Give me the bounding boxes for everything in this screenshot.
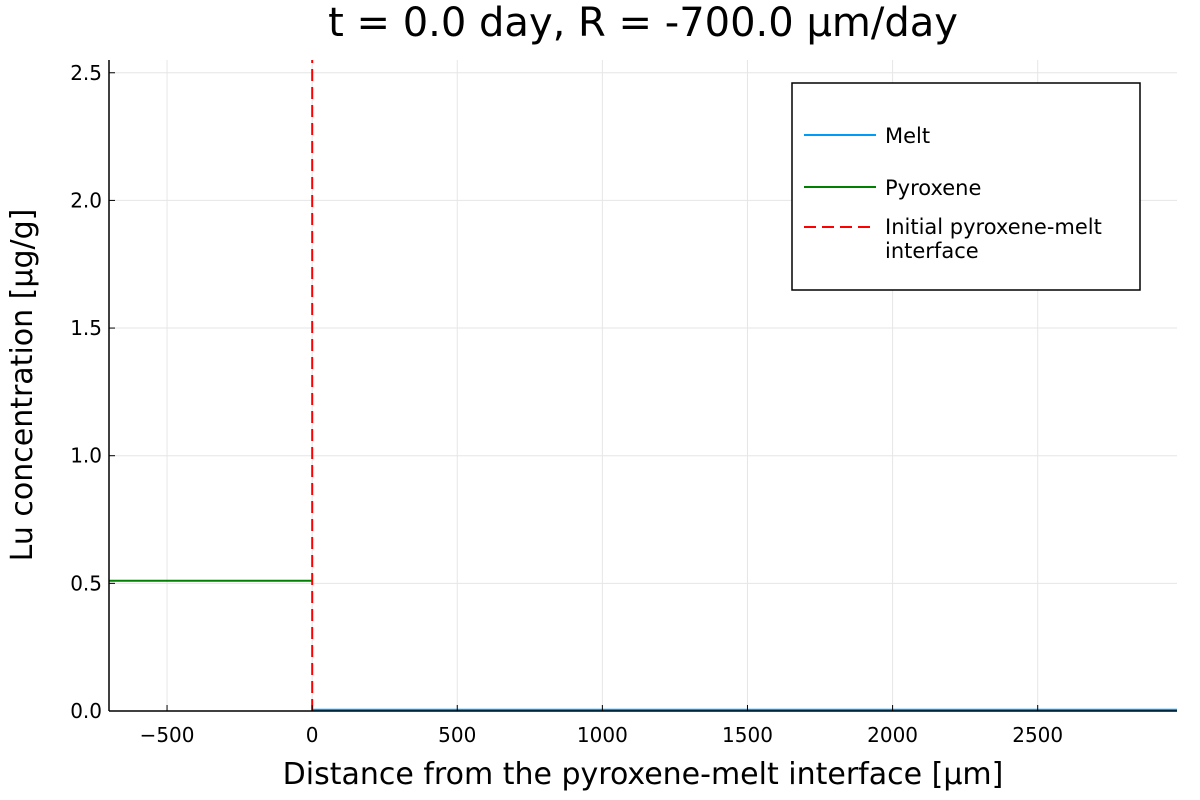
x-axis-label: Distance from the pyroxene-melt interfac… (283, 757, 1004, 792)
legend-label-initial-pyroxene-melt-interface: Initial pyroxene-melt interface (885, 215, 1102, 263)
x-tick-label-2: 500 (438, 723, 476, 747)
series-group (109, 60, 1177, 711)
x-tick-label-4: 1500 (722, 723, 773, 747)
y-tick-label-2: 1.0 (70, 444, 102, 468)
legend-label-pyroxene: Pyroxene (885, 176, 981, 200)
axes (108, 60, 1177, 712)
y-tick-label-4: 2.0 (70, 188, 102, 212)
x-tick-label-6: 2500 (1012, 723, 1063, 747)
legend-label-melt: Melt (885, 124, 930, 148)
x-tick-label-0: −500 (140, 723, 195, 747)
x-tick-label-5: 2000 (867, 723, 918, 747)
y-tick-label-3: 1.5 (70, 316, 102, 340)
y-tick-label-0: 0.0 (70, 699, 102, 723)
y-tick-label-5: 2.5 (70, 61, 102, 85)
x-tick-label-3: 1000 (577, 723, 628, 747)
legend: Melt Pyroxene Initial pyroxene-melt interfa… (791, 82, 1141, 291)
x-tick-label-1: 0 (306, 723, 319, 747)
ticks: −500 0 500 1000 1500 2000 2500 0.0 0.5 1.0 1.5 2.0 2… (70, 61, 1063, 747)
y-tick-label-1: 0.5 (70, 571, 102, 595)
chart-title: t = 0.0 day, R = -700.0 μm/day (328, 0, 958, 46)
y-axis-label: Lu concentration [μg/g] (5, 209, 40, 562)
